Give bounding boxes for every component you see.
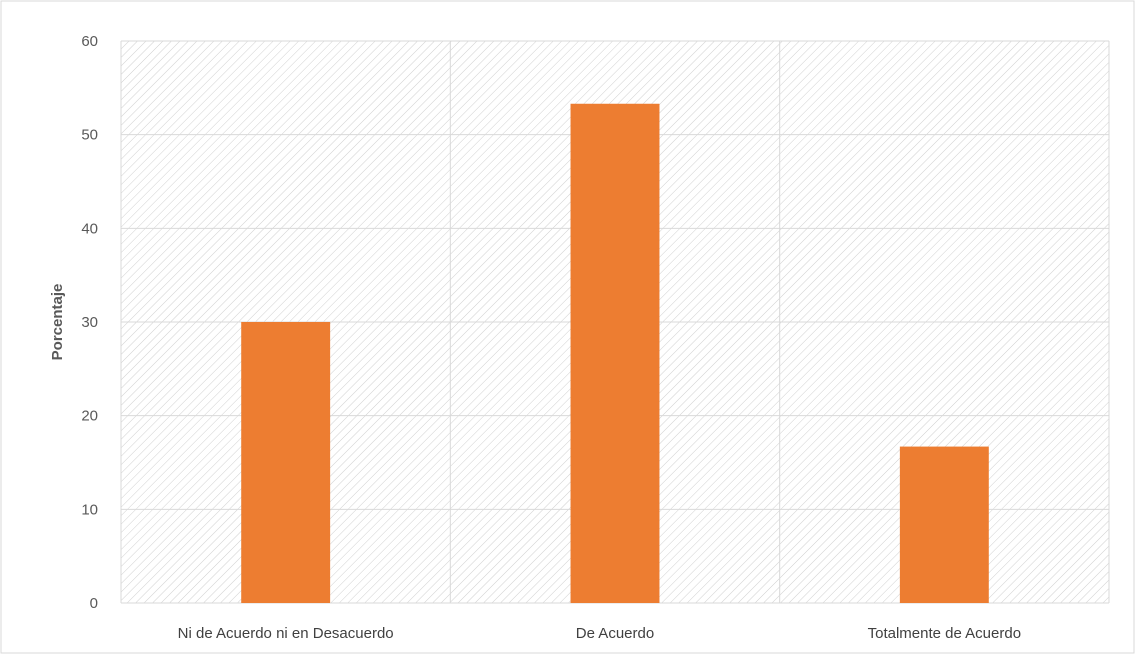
- x-category-label: Ni de Acuerdo ni en Desacuerdo: [178, 625, 394, 642]
- y-axis-title: Porcentaje: [49, 284, 66, 361]
- x-category-labels: Ni de Acuerdo ni en Desacuerdo De Acuerdo…: [178, 625, 1021, 642]
- bars: [241, 103, 989, 604]
- y-tick-labels: 0 10 20 30 40 50 60: [81, 33, 98, 612]
- x-category-label: De Acuerdo: [576, 625, 654, 642]
- y-tick-label: 20: [81, 408, 98, 425]
- y-tick-label: 10: [81, 501, 98, 518]
- y-tick-label: 40: [81, 220, 98, 237]
- bar: [570, 103, 660, 604]
- bar: [241, 322, 331, 603]
- y-tick-label: 0: [90, 595, 98, 612]
- y-tick-label: 50: [81, 127, 98, 144]
- x-category-label: Totalmente de Acuerdo: [868, 625, 1021, 642]
- y-tick-label: 30: [81, 314, 98, 331]
- bar: [899, 446, 989, 603]
- y-tick-label: 60: [81, 33, 98, 50]
